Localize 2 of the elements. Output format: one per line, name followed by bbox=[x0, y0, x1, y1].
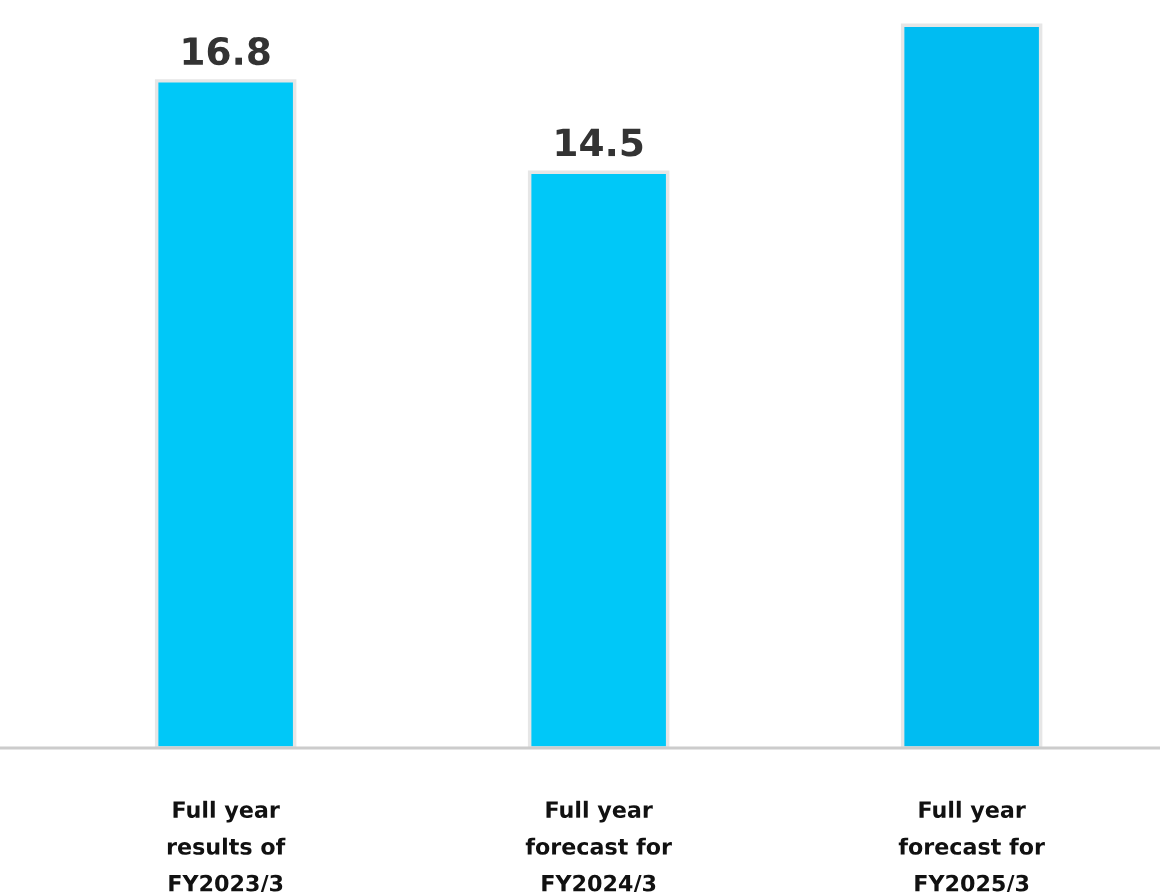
data-label: 14.5 bbox=[556, 128, 643, 157]
data-label: 16.8 bbox=[183, 36, 270, 66]
